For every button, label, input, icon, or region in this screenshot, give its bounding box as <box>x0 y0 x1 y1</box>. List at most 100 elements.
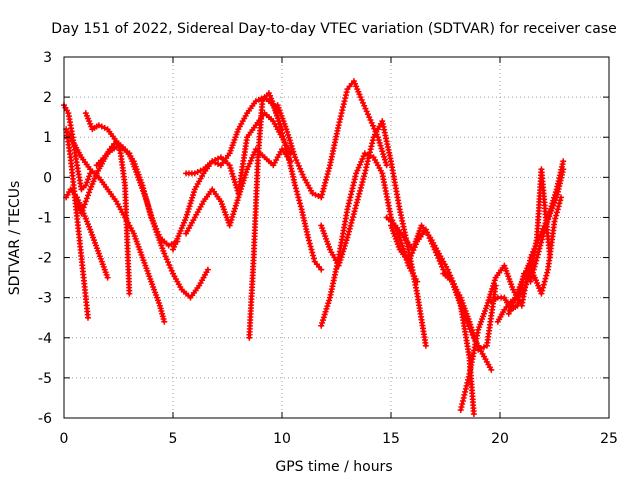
data-point <box>348 219 355 226</box>
data-point <box>185 206 192 213</box>
data-point <box>285 134 292 141</box>
data-point <box>244 166 251 173</box>
y-tick-label: -1 <box>38 210 52 226</box>
data-point <box>424 229 431 236</box>
data-point <box>537 242 544 249</box>
data-point <box>411 244 418 251</box>
data-point <box>399 242 406 249</box>
series-track <box>171 111 293 252</box>
data-point <box>144 201 151 208</box>
data-point <box>235 194 242 201</box>
data-point <box>553 209 560 216</box>
data-point <box>439 263 446 270</box>
data-point <box>534 251 541 258</box>
data-point <box>86 173 93 180</box>
data-series <box>388 222 477 417</box>
data-point <box>379 148 386 155</box>
data-point <box>541 278 548 285</box>
data-point <box>167 264 174 271</box>
data-point <box>412 241 419 248</box>
plot-frame <box>63 56 610 419</box>
data-point <box>357 184 364 191</box>
data-point <box>288 143 295 150</box>
data-point <box>319 191 326 198</box>
data-point <box>227 219 234 226</box>
data-point <box>542 275 549 282</box>
x-tick-label: 5 <box>169 431 178 447</box>
data-point <box>230 211 237 218</box>
data-point <box>251 149 258 156</box>
data-point <box>243 169 250 176</box>
data-point <box>429 240 436 247</box>
data-point <box>557 197 564 204</box>
data-point <box>232 202 239 209</box>
data-point <box>360 176 367 183</box>
data-point <box>535 248 542 255</box>
data-series <box>93 142 211 301</box>
data-series <box>183 146 294 237</box>
data-point <box>298 168 305 175</box>
data-point <box>410 247 417 254</box>
data-point <box>228 167 235 174</box>
data-point <box>489 285 496 292</box>
data-point <box>279 130 285 137</box>
data-point <box>146 206 153 213</box>
data-point <box>357 187 364 194</box>
data-point <box>361 102 368 109</box>
data-point <box>376 139 383 146</box>
data-point <box>186 203 193 210</box>
data-point <box>294 160 301 167</box>
data-point <box>400 245 407 252</box>
data-point <box>383 162 390 169</box>
y-tick-label: 3 <box>43 50 52 66</box>
data-point <box>310 255 317 262</box>
data-point <box>281 139 288 146</box>
data-point <box>558 194 565 201</box>
data-point <box>431 246 438 253</box>
data-point <box>295 162 302 169</box>
data-point <box>79 207 86 214</box>
data-point <box>359 99 366 106</box>
data-point <box>116 147 123 154</box>
data-point <box>230 173 237 180</box>
data-point <box>318 266 325 273</box>
data-point <box>296 197 303 204</box>
data-point <box>285 131 292 138</box>
data-point <box>349 214 356 221</box>
data-point <box>204 266 211 273</box>
data-point <box>310 252 317 259</box>
data-point <box>354 196 361 203</box>
data-point <box>237 188 244 195</box>
data-point <box>467 321 474 328</box>
data-series <box>274 78 390 201</box>
data-point <box>149 218 156 225</box>
x-tick-label: 10 <box>273 431 291 447</box>
data-point <box>422 226 429 233</box>
data-point <box>359 155 366 162</box>
data-point <box>546 213 553 220</box>
data-point <box>406 255 413 262</box>
data-point <box>249 154 256 161</box>
data-point <box>163 256 170 263</box>
data-point <box>358 96 365 103</box>
data-point <box>162 253 169 260</box>
data-series <box>318 118 429 349</box>
data-point <box>82 198 89 205</box>
y-tick-label: -3 <box>38 291 52 307</box>
x-tick-label: 0 <box>60 431 69 447</box>
data-series <box>61 102 94 193</box>
data-point <box>326 297 333 304</box>
data-point <box>84 192 91 199</box>
data-point <box>491 277 498 284</box>
data-point <box>361 173 368 180</box>
data-point <box>488 366 495 373</box>
data-point <box>363 108 370 115</box>
data-point <box>380 151 387 158</box>
x-axis-label: GPS time / hours <box>275 459 392 475</box>
data-point <box>358 181 365 188</box>
data-point <box>309 249 316 256</box>
data-point <box>188 197 195 204</box>
data-point <box>560 158 567 165</box>
data-point <box>231 205 238 212</box>
